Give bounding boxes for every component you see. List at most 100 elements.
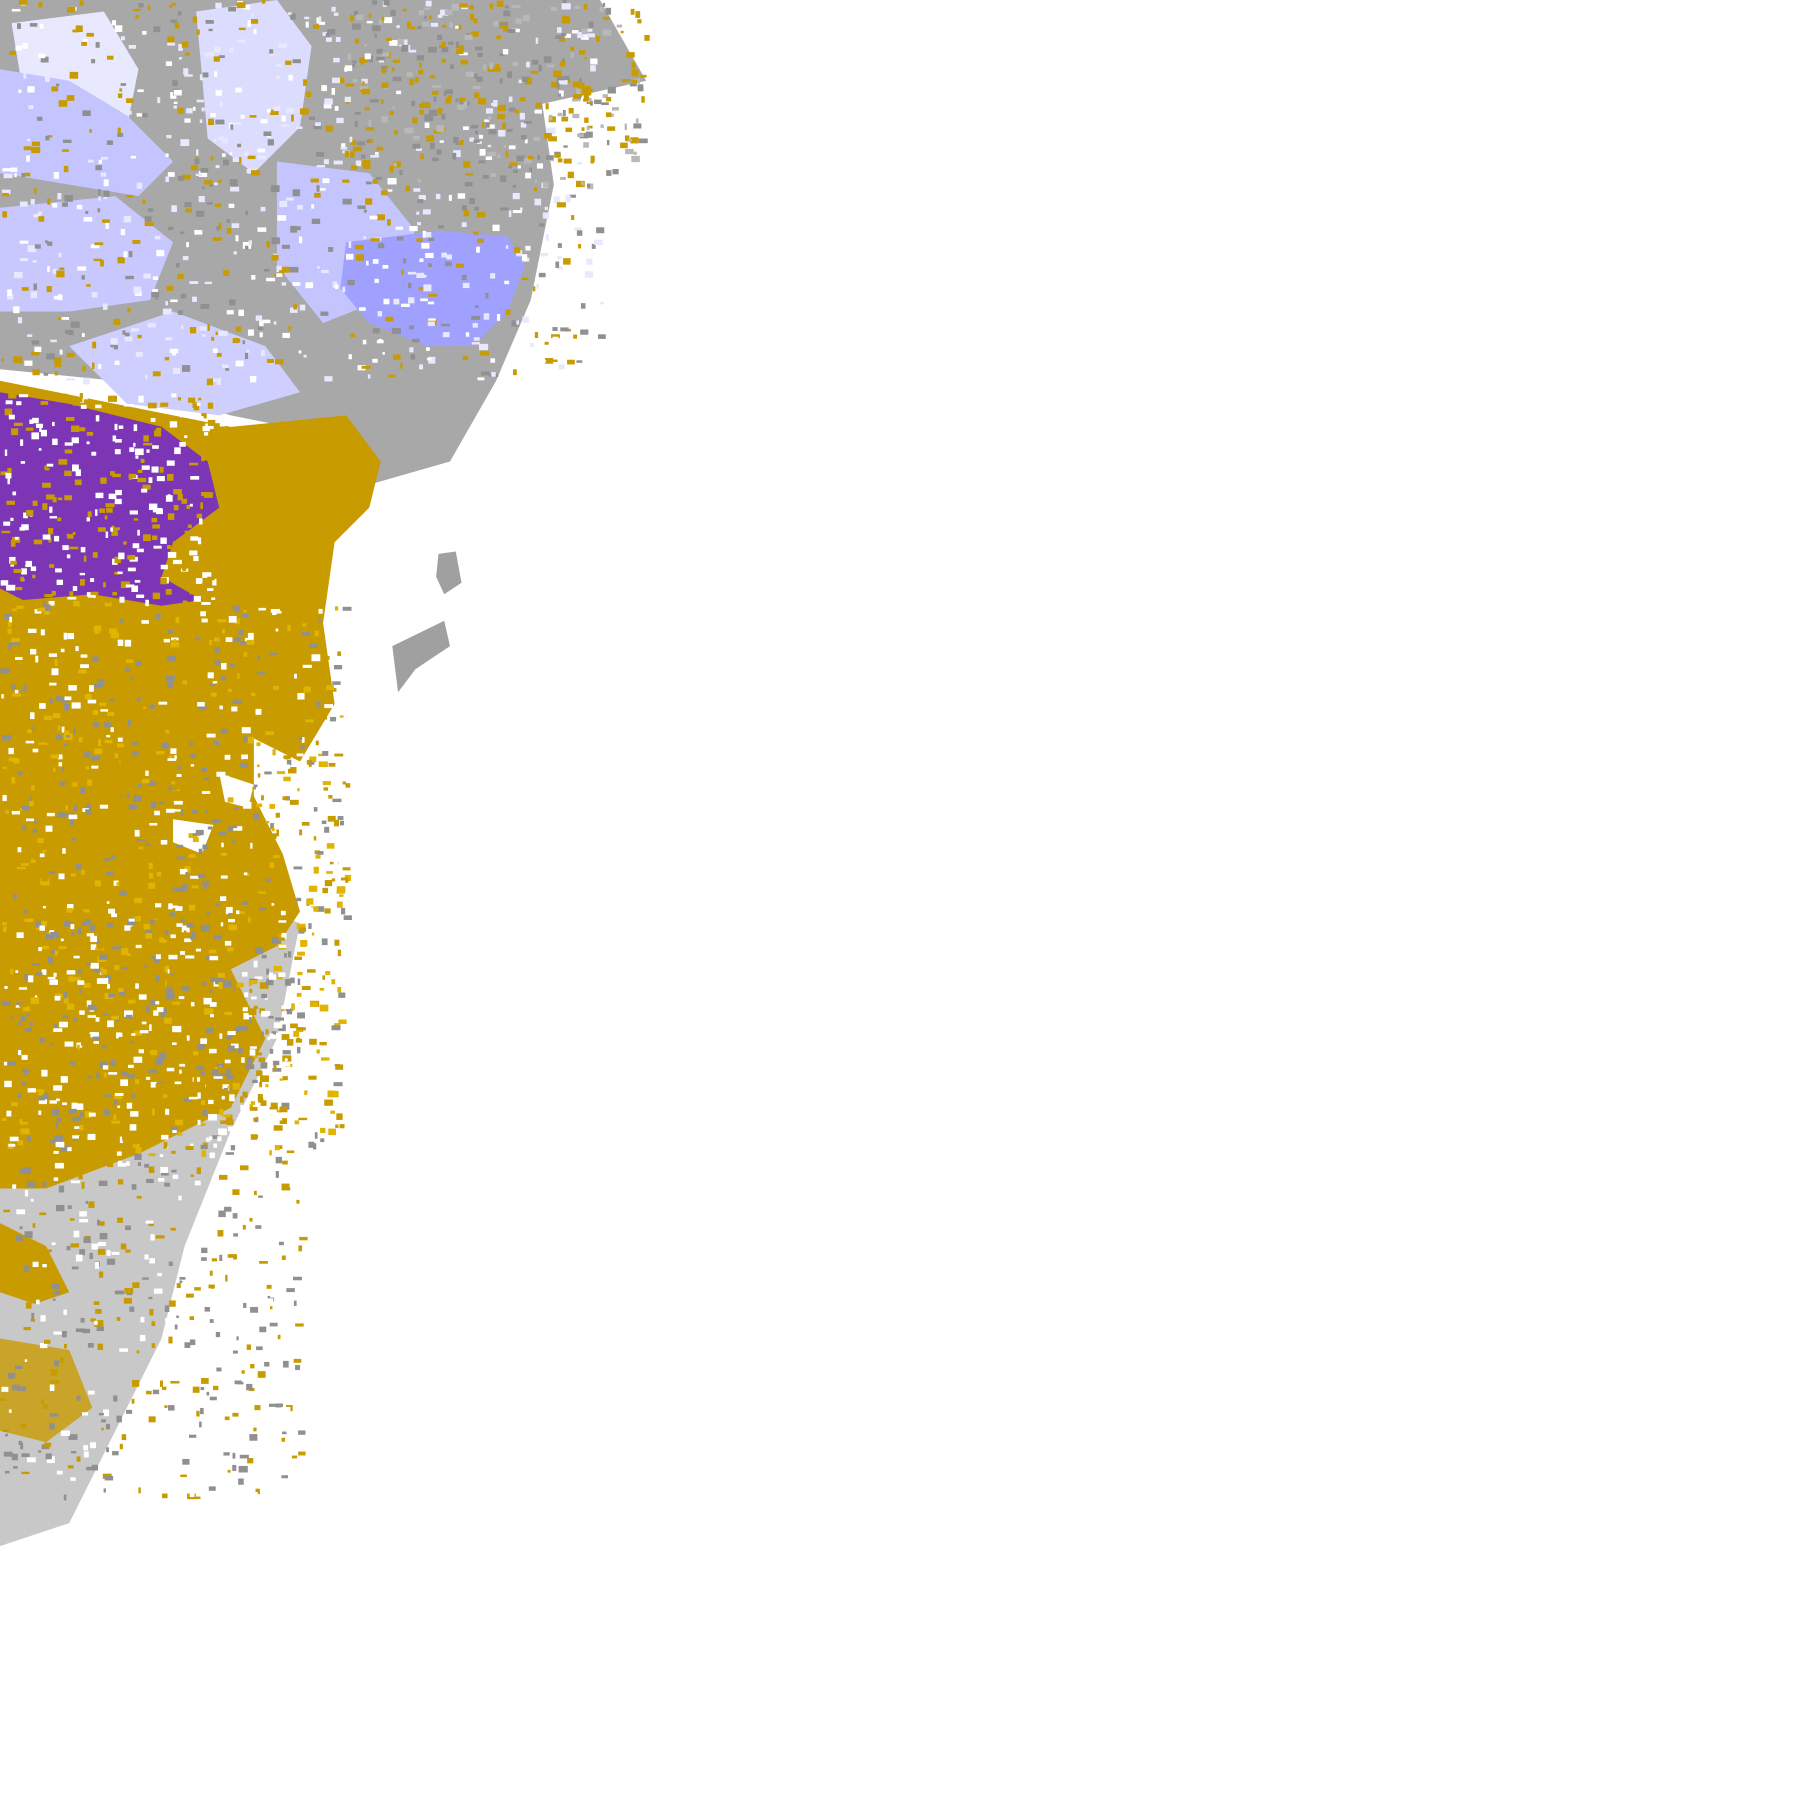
speckle (130, 155, 137, 159)
speckle (82, 1038, 91, 1046)
speckle (138, 846, 144, 850)
speckle (605, 7, 611, 15)
speckle (572, 113, 580, 119)
speckle (96, 1057, 105, 1061)
speckle (342, 781, 346, 785)
speckle (209, 955, 219, 961)
speckle (370, 238, 380, 242)
speckle (257, 671, 266, 675)
speckle (338, 894, 344, 897)
speckle (106, 734, 111, 738)
speckle (128, 250, 133, 258)
speckle (33, 820, 38, 824)
speckle (83, 377, 90, 385)
speckle (38, 947, 42, 952)
speckle (75, 766, 81, 774)
speckle (133, 424, 138, 432)
speckle (327, 29, 336, 35)
speckle (190, 165, 198, 171)
speckle (288, 326, 292, 331)
speckle (224, 940, 232, 946)
speckle (40, 56, 49, 63)
speckle (465, 332, 470, 337)
speckle (236, 2, 246, 9)
speckle (102, 219, 110, 223)
speckle (330, 787, 340, 792)
speckle (16, 23, 21, 29)
speckle (49, 1384, 55, 1391)
speckle (21, 1043, 27, 1051)
speckle (4, 614, 12, 620)
speckle (440, 323, 451, 327)
speckle (79, 572, 86, 576)
speckle (88, 159, 94, 163)
speckle (381, 190, 388, 196)
speckle (586, 183, 591, 188)
speckle (53, 1023, 57, 1028)
speckle (165, 495, 173, 502)
speckle (421, 102, 431, 109)
speckle (92, 552, 98, 558)
speckle (91, 988, 95, 994)
speckle (350, 333, 355, 338)
speckle (455, 141, 460, 145)
speckle (118, 987, 124, 993)
speckle (26, 155, 30, 162)
speckle (148, 208, 154, 212)
speckle (602, 2, 606, 7)
speckle (257, 227, 267, 232)
speckle (222, 1114, 231, 1118)
speckle (333, 859, 338, 866)
speckle (86, 962, 91, 966)
speckle (138, 1049, 144, 1054)
speckle (62, 149, 69, 152)
speckle (191, 885, 199, 889)
speckle (213, 1385, 219, 1391)
speckle (602, 16, 610, 20)
speckle (228, 924, 237, 931)
speckle (149, 1050, 158, 1055)
precipitation-speckles (0, 0, 650, 1501)
speckle (361, 365, 371, 369)
speckle (85, 1200, 88, 1204)
speckle (119, 1348, 129, 1352)
speckle (275, 1156, 283, 1164)
speckle (257, 1371, 266, 1378)
speckle (26, 640, 34, 645)
speckle (111, 1015, 120, 1020)
speckle (89, 924, 96, 931)
speckle (88, 1390, 95, 1395)
speckle (257, 773, 261, 778)
speckle (12, 998, 16, 1005)
speckle (195, 153, 199, 159)
speckle (42, 503, 48, 510)
speckle (275, 1170, 279, 1178)
speckle (248, 1280, 252, 1287)
speckle (49, 374, 57, 380)
speckle (62, 1015, 69, 1019)
speckle (328, 794, 333, 799)
speckle (91, 755, 101, 761)
speckle (269, 862, 275, 869)
speckle (101, 1419, 106, 1423)
speckle (218, 948, 226, 953)
speckle (400, 362, 403, 369)
speckle (512, 192, 520, 200)
speckle (363, 209, 367, 213)
speckle (209, 1396, 217, 1401)
speckle (177, 107, 184, 114)
speckle (257, 1337, 265, 1343)
speckle (219, 1174, 228, 1180)
speckle (90, 962, 99, 969)
speckle (455, 25, 460, 29)
speckle (117, 93, 123, 99)
speckle (156, 249, 165, 257)
speckle (214, 423, 220, 427)
speckle (138, 395, 144, 403)
speckle (52, 497, 57, 503)
speckle (47, 135, 53, 138)
speckle (637, 84, 644, 90)
speckle (419, 109, 424, 115)
speckle (94, 630, 100, 634)
